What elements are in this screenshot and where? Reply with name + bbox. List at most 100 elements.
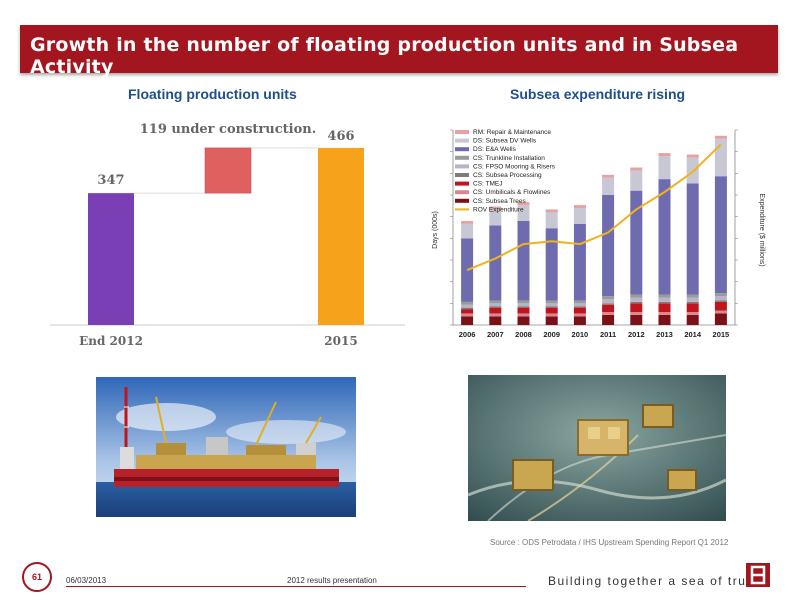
- legend-label: CS: Umbilicals & Flowlines: [473, 189, 551, 196]
- bar-segment: [714, 310, 727, 314]
- page-title: Growth in the number of floating product…: [30, 34, 739, 78]
- bar-segment: [630, 303, 643, 312]
- x-tick-label: 2008: [515, 330, 532, 339]
- bar-segment: [686, 297, 699, 302]
- bar-segment: [686, 294, 699, 298]
- bar-segment: [489, 225, 502, 301]
- bar-segment: [489, 206, 502, 210]
- bar-segment: [602, 174, 615, 178]
- bar-segment: [686, 314, 699, 325]
- bar-segment: [517, 300, 530, 304]
- bar-segment: [658, 179, 671, 295]
- bar-segment: [461, 316, 474, 325]
- bar-segment: [658, 294, 671, 298]
- bar-segment: [573, 300, 586, 304]
- bar-segment: [602, 177, 615, 195]
- bar-under-construction: [204, 147, 252, 194]
- bar-segment: [517, 205, 530, 221]
- bar-segment: [489, 313, 502, 317]
- waterfall-chart: 347 119 under construction. 466 End 2012 201…: [50, 122, 405, 348]
- fpso-vessel-photo: [96, 377, 356, 517]
- legend-label: CS: Trunkline Installation: [473, 155, 545, 162]
- bar-segment: [686, 301, 699, 304]
- bar-segment: [545, 313, 558, 317]
- bar-segment: [602, 303, 615, 305]
- bar-segment: [714, 135, 727, 139]
- bar-segment: [461, 309, 474, 314]
- bar-segment: [489, 300, 502, 304]
- bar-segment: [461, 221, 474, 224]
- bar-segment: [545, 303, 558, 307]
- bar-segment: [489, 307, 502, 314]
- bar-segment: [461, 307, 474, 310]
- legend-label: CS: Subsea Trees: [473, 198, 526, 205]
- legend-swatch: [455, 173, 469, 177]
- bar-segment: [545, 316, 558, 325]
- bar-segment: [517, 313, 530, 317]
- bar-segment: [489, 209, 502, 226]
- legend-label: CS: FPSO Mooring & Risers: [473, 163, 556, 170]
- bar-segment: [686, 154, 699, 158]
- bar-end-2012: [88, 193, 134, 325]
- legend-label: ROV Expenditure: [473, 206, 524, 213]
- bar-segment: [461, 223, 474, 239]
- bar-segment: [545, 300, 558, 304]
- subsea-expenditure-chart: Days (000s) Expenditure ($ millions) 2006 2…: [432, 129, 765, 339]
- bar-segment: [714, 296, 727, 301]
- source-note: Source : ODS Petrodata / IHS Upstream Sp…: [490, 538, 729, 547]
- bar-segment: [658, 314, 671, 325]
- y2-axis-label: Expenditure ($ millions): [758, 193, 765, 266]
- footer-date: 06/03/2013: [66, 576, 107, 585]
- bar-segment: [545, 212, 558, 229]
- legend-label: CS: Subsea Processing: [473, 172, 542, 179]
- bar-segment: [517, 306, 530, 308]
- legend-label: CS: TMEJ: [473, 181, 503, 188]
- x-tick-label: 2015: [324, 334, 357, 348]
- footer-presentation: 2012 results presentation: [287, 576, 377, 585]
- bar-segment: [573, 316, 586, 325]
- bar-segment: [714, 176, 727, 294]
- bar-segment: [517, 221, 530, 301]
- x-tick-label: 2007: [487, 330, 504, 339]
- x-tick-label: 2011: [600, 330, 616, 339]
- bar-segment: [573, 223, 586, 301]
- bar-segment: [630, 190, 643, 295]
- bar-segment: [686, 303, 699, 312]
- bar-segment: [630, 312, 643, 315]
- bar-segment: [545, 209, 558, 213]
- bar-segment: [658, 153, 671, 156]
- legend-swatch: [455, 138, 469, 143]
- bar-segment: [489, 306, 502, 308]
- bar-segment: [714, 313, 727, 325]
- title-bar: Growth in the number of floating product…: [20, 25, 778, 78]
- bar-segment: [658, 312, 671, 315]
- bar-segment: [517, 316, 530, 325]
- bar-segment: [602, 304, 615, 312]
- value-label-119: 119 under construction.: [140, 122, 316, 137]
- bar-segment: [602, 195, 615, 297]
- x-tick-label: End 2012: [79, 334, 143, 348]
- rov-expenditure-line: [466, 143, 722, 272]
- bar-segment: [461, 301, 474, 305]
- bar-segment: [602, 299, 615, 304]
- left-chart-title: Floating production units: [128, 86, 297, 102]
- bar-segment: [658, 301, 671, 304]
- bar-segment: [573, 303, 586, 307]
- footer-divider: [66, 586, 526, 587]
- bar-segment: [545, 228, 558, 301]
- legend-label: DS: Subsea DV Wells: [473, 138, 537, 145]
- legend-swatch: [455, 164, 469, 169]
- legend-swatch: [455, 130, 469, 134]
- bar-segment: [517, 202, 530, 206]
- bar-segment: [686, 312, 699, 315]
- bar-segment: [573, 313, 586, 317]
- x-tick-label: 2006: [459, 330, 476, 339]
- tagline: Building together a sea of trust: [548, 574, 759, 588]
- bar-segment: [461, 313, 474, 317]
- bar-segment: [714, 301, 727, 311]
- bar-segment: [573, 307, 586, 314]
- legend-swatch: [455, 155, 469, 160]
- bar-segment: [658, 303, 671, 312]
- x-tick-label: 2012: [628, 330, 645, 339]
- bar-segment: [489, 316, 502, 325]
